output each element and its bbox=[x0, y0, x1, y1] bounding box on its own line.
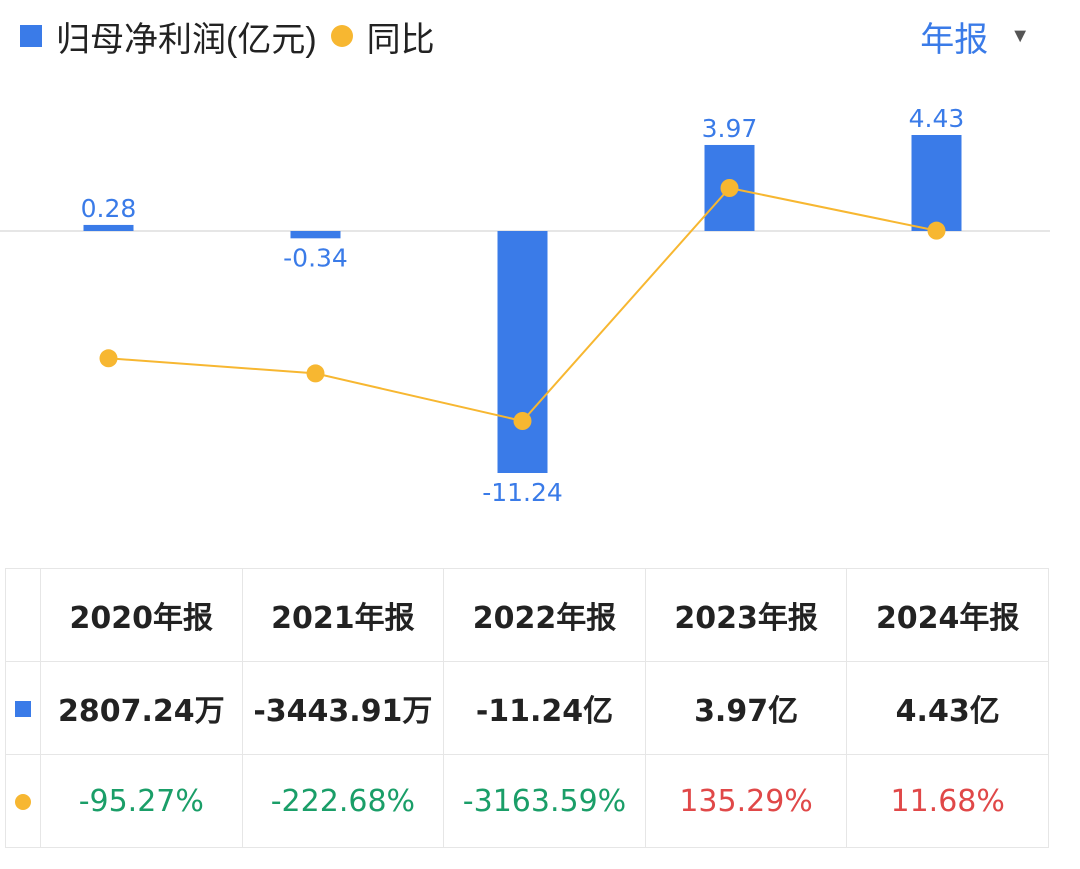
yoy-point bbox=[927, 221, 946, 240]
profit-legend-square-icon bbox=[20, 25, 42, 47]
yoy-point bbox=[306, 364, 325, 383]
yoy-row-marker bbox=[5, 754, 41, 848]
profit-cell: 3.97亿 bbox=[644, 661, 848, 755]
table-header-cell: 2023年报 bbox=[644, 568, 848, 662]
yoy-cell: 135.29% bbox=[644, 754, 848, 848]
table-header-cell: 2020年报 bbox=[40, 568, 243, 662]
table-header-cell: 2021年报 bbox=[241, 568, 445, 662]
period-selector[interactable]: 年报 ▼ bbox=[920, 12, 1030, 60]
yoy-cell: -95.27% bbox=[40, 754, 243, 848]
bar-value-label: -0.34 bbox=[283, 243, 348, 272]
yoy-dot-icon bbox=[15, 794, 31, 810]
bar-value-label: 4.43 bbox=[909, 104, 965, 133]
caret-down-icon[interactable]: ▼ bbox=[1010, 24, 1030, 47]
profit-bar bbox=[911, 135, 962, 231]
chart-legend: 归母净利润(亿元) 同比 bbox=[20, 12, 449, 60]
profit-legend-label: 归母净利润(亿元) bbox=[56, 20, 317, 59]
table-row-profit: 2807.24万 -3443.91万 -11.24亿 3.97亿 4.43亿 bbox=[5, 661, 1049, 755]
period-selector-label[interactable]: 年报 bbox=[920, 20, 989, 59]
profit-bar bbox=[497, 231, 548, 473]
table-corner-cell bbox=[5, 568, 41, 662]
profit-chart: 0.28 -0.34 -11.24 3.97 4.43 bbox=[0, 104, 1050, 507]
yoy-cell: -3163.59% bbox=[443, 754, 646, 848]
data-table: 2020年报 2021年报 2022年报 2023年报 2024年报 2807.… bbox=[5, 568, 1049, 848]
bar-value-label: -11.24 bbox=[482, 478, 563, 507]
yoy-cell: -222.68% bbox=[241, 754, 445, 848]
yoy-point bbox=[513, 412, 532, 430]
yoy-cell: 11.68% bbox=[846, 754, 1049, 848]
bar-value-label: 0.28 bbox=[81, 194, 137, 223]
yoy-point bbox=[99, 349, 118, 368]
yoy-point bbox=[720, 179, 739, 197]
table-row-yoy: -95.27% -222.68% -3163.59% 135.29% 11.68… bbox=[5, 754, 1049, 848]
profit-cell: -11.24亿 bbox=[443, 661, 646, 755]
table-header-row: 2020年报 2021年报 2022年报 2023年报 2024年报 bbox=[5, 568, 1049, 662]
profit-cell: 2807.24万 bbox=[40, 661, 243, 755]
yoy-legend-label: 同比 bbox=[366, 20, 435, 59]
bar-value-label: 3.97 bbox=[702, 114, 758, 143]
profit-bar bbox=[290, 231, 341, 239]
table-header-cell: 2024年报 bbox=[846, 568, 1049, 662]
yoy-legend-dot-icon bbox=[330, 25, 353, 47]
table-header-cell: 2022年报 bbox=[443, 568, 646, 662]
profit-cell: -3443.91万 bbox=[241, 661, 445, 755]
profit-bar bbox=[83, 224, 134, 231]
profit-cell: 4.43亿 bbox=[846, 661, 1049, 755]
profit-row-marker bbox=[5, 661, 41, 755]
profit-square-icon bbox=[15, 701, 31, 717]
